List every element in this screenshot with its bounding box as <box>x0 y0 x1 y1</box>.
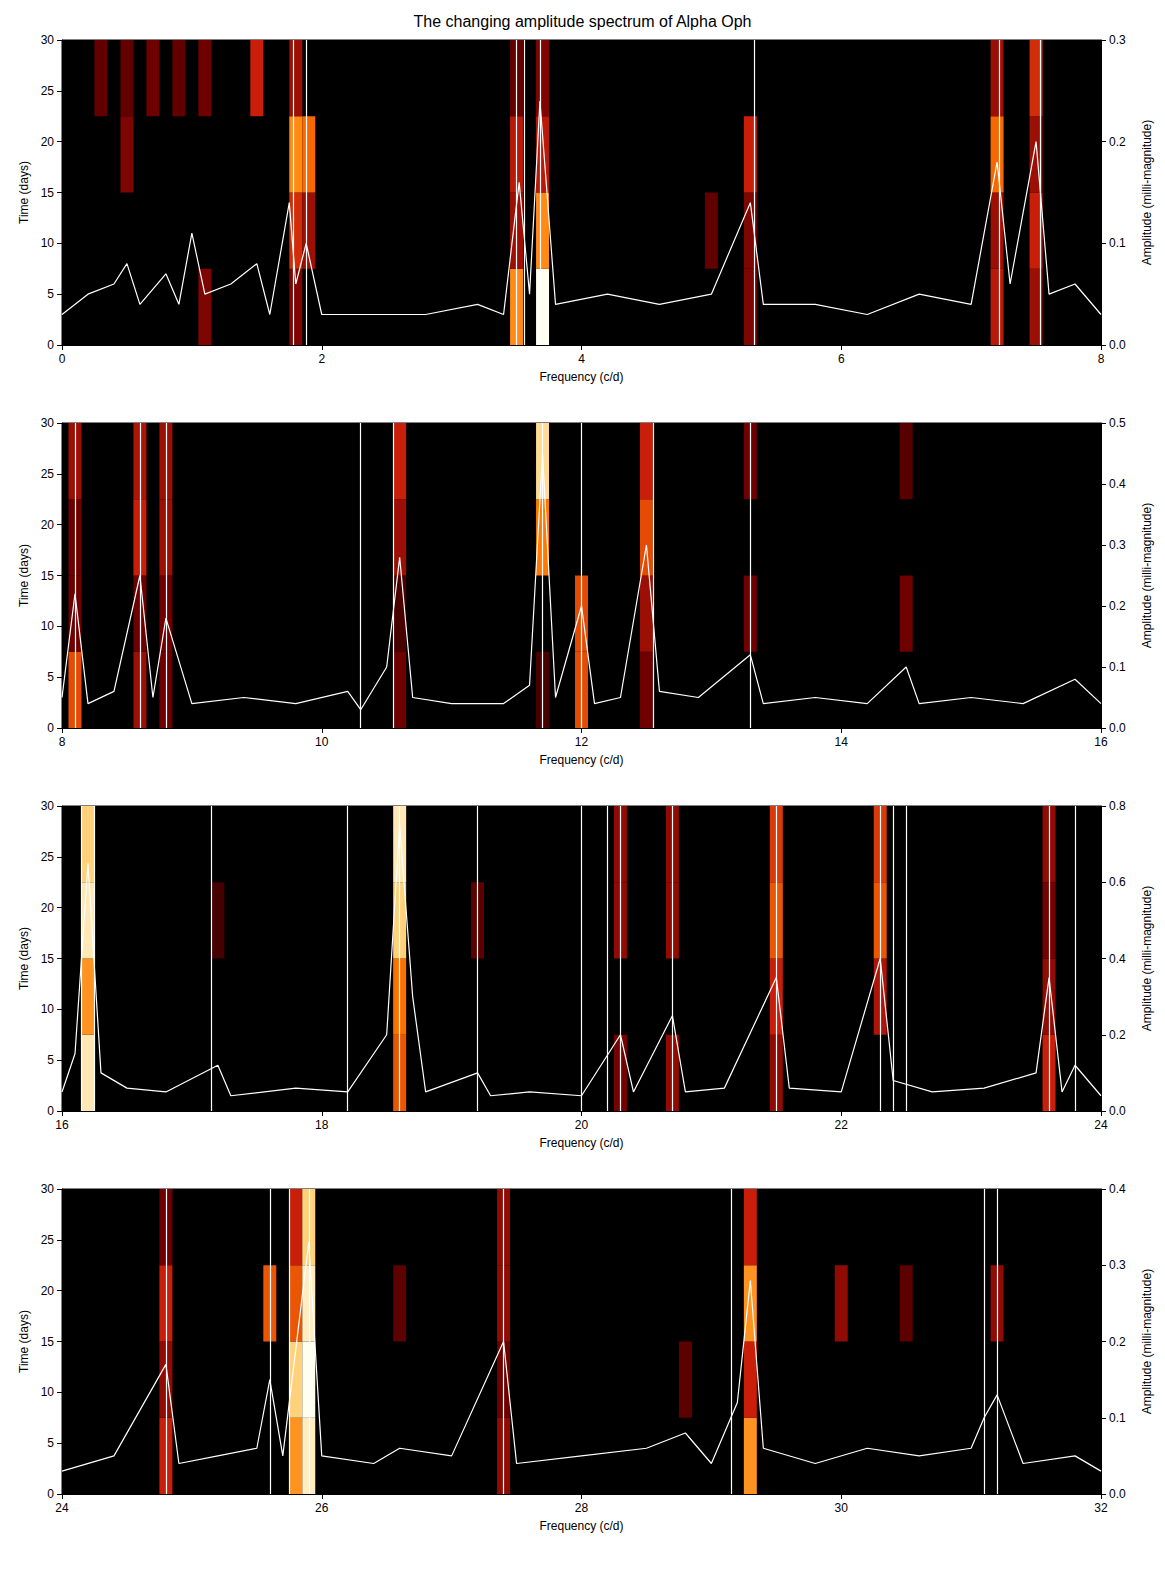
svg-text:0.3: 0.3 <box>1109 538 1126 552</box>
svg-text:15: 15 <box>41 186 55 200</box>
svg-text:Frequency (c/d): Frequency (c/d) <box>539 1136 623 1150</box>
svg-text:15: 15 <box>41 569 55 583</box>
svg-text:Amplitude (milli-magnitude): Amplitude (milli-magnitude) <box>1140 503 1154 648</box>
svg-text:Time (days): Time (days) <box>17 1310 31 1373</box>
svg-text:Time (days): Time (days) <box>17 161 31 224</box>
svg-text:20: 20 <box>41 901 55 915</box>
svg-text:0: 0 <box>47 721 54 735</box>
svg-text:0.4: 0.4 <box>1109 1182 1126 1196</box>
svg-text:2: 2 <box>318 352 325 366</box>
svg-text:12: 12 <box>575 735 589 749</box>
svg-text:5: 5 <box>47 1436 54 1450</box>
svg-text:Amplitude (milli-magnitude): Amplitude (milli-magnitude) <box>1140 120 1154 265</box>
svg-text:4: 4 <box>578 352 585 366</box>
svg-text:Amplitude (milli-magnitude): Amplitude (milli-magnitude) <box>1140 1269 1154 1414</box>
svg-text:0: 0 <box>47 1104 54 1118</box>
svg-text:0.0: 0.0 <box>1109 1487 1126 1501</box>
svg-text:0.2: 0.2 <box>1109 1028 1126 1042</box>
svg-text:0.2: 0.2 <box>1109 135 1126 149</box>
svg-text:0.4: 0.4 <box>1109 952 1126 966</box>
svg-text:8: 8 <box>59 735 66 749</box>
svg-text:5: 5 <box>47 287 54 301</box>
svg-text:0.2: 0.2 <box>1109 599 1126 613</box>
svg-text:0.1: 0.1 <box>1109 1411 1126 1425</box>
svg-text:30: 30 <box>835 1501 849 1515</box>
svg-text:0.0: 0.0 <box>1109 1104 1126 1118</box>
svg-text:30: 30 <box>41 33 55 47</box>
svg-text:25: 25 <box>41 1233 55 1247</box>
svg-text:0.0: 0.0 <box>1109 721 1126 735</box>
svg-text:0.5: 0.5 <box>1109 416 1126 430</box>
svg-text:20: 20 <box>41 135 55 149</box>
svg-text:5: 5 <box>47 670 54 684</box>
svg-text:0.6: 0.6 <box>1109 875 1126 889</box>
svg-text:10: 10 <box>315 735 329 749</box>
svg-text:Frequency (c/d): Frequency (c/d) <box>539 370 623 384</box>
svg-text:6: 6 <box>838 352 845 366</box>
svg-text:0: 0 <box>47 338 54 352</box>
svg-text:25: 25 <box>41 467 55 481</box>
svg-text:25: 25 <box>41 84 55 98</box>
svg-text:16: 16 <box>1094 735 1108 749</box>
svg-text:25: 25 <box>41 850 55 864</box>
svg-text:0.8: 0.8 <box>1109 799 1126 813</box>
svg-text:14: 14 <box>835 735 849 749</box>
svg-text:0.2: 0.2 <box>1109 1335 1126 1349</box>
svg-text:10: 10 <box>41 619 55 633</box>
svg-text:16: 16 <box>55 1118 69 1132</box>
svg-text:The changing amplitude spectru: The changing amplitude spectrum of Alpha… <box>414 13 752 30</box>
svg-text:18: 18 <box>315 1118 329 1132</box>
svg-text:22: 22 <box>835 1118 849 1132</box>
svg-text:30: 30 <box>41 416 55 430</box>
svg-text:0.4: 0.4 <box>1109 477 1126 491</box>
svg-text:Frequency (c/d): Frequency (c/d) <box>539 753 623 767</box>
svg-text:Amplitude (milli-magnitude): Amplitude (milli-magnitude) <box>1140 886 1154 1031</box>
svg-text:0.3: 0.3 <box>1109 33 1126 47</box>
svg-text:0: 0 <box>59 352 66 366</box>
svg-text:24: 24 <box>1094 1118 1108 1132</box>
svg-text:0.1: 0.1 <box>1109 236 1126 250</box>
svg-text:15: 15 <box>41 1335 55 1349</box>
svg-text:30: 30 <box>41 799 55 813</box>
svg-text:8: 8 <box>1098 352 1105 366</box>
svg-text:10: 10 <box>41 1385 55 1399</box>
svg-text:0.3: 0.3 <box>1109 1258 1126 1272</box>
svg-text:0.1: 0.1 <box>1109 660 1126 674</box>
svg-text:0: 0 <box>47 1487 54 1501</box>
svg-text:28: 28 <box>575 1501 589 1515</box>
svg-text:26: 26 <box>315 1501 329 1515</box>
svg-text:32: 32 <box>1094 1501 1108 1515</box>
svg-text:10: 10 <box>41 1002 55 1016</box>
svg-text:20: 20 <box>575 1118 589 1132</box>
svg-text:5: 5 <box>47 1053 54 1067</box>
svg-text:24: 24 <box>55 1501 69 1515</box>
svg-text:10: 10 <box>41 236 55 250</box>
svg-text:Frequency (c/d): Frequency (c/d) <box>539 1519 623 1533</box>
svg-text:Time (days): Time (days) <box>17 544 31 607</box>
svg-text:0.0: 0.0 <box>1109 338 1126 352</box>
svg-text:20: 20 <box>41 518 55 532</box>
svg-text:Time (days): Time (days) <box>17 927 31 990</box>
svg-text:15: 15 <box>41 952 55 966</box>
svg-text:30: 30 <box>41 1182 55 1196</box>
svg-text:20: 20 <box>41 1284 55 1298</box>
